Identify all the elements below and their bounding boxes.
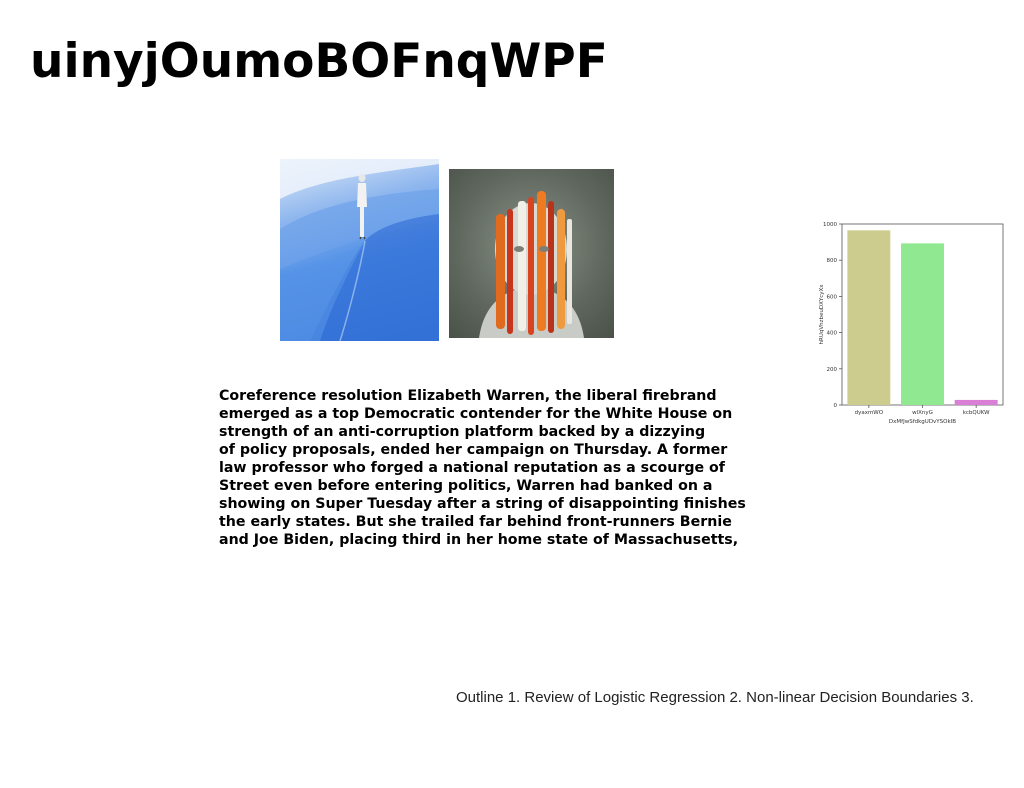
bar-wlXnyG [901, 243, 944, 405]
y-tick-label: 200 [827, 367, 838, 373]
footer-outline-text: Outline 1. Review of Logistic Regression… [456, 689, 974, 706]
bar-chart: 0 200 400 600 800 1000 dyaxmWO wlXnyG kcbQUKW DxM… [812, 216, 1012, 432]
body-line: the early states. But she trailed far be… [219, 514, 732, 530]
body-line: showing on Super Tuesday after a string … [219, 496, 746, 512]
body-line: of policy proposals, ended her campaign … [219, 442, 728, 458]
body-line: law professor who forged a national repu… [219, 460, 725, 476]
bar-kcbQUKW [954, 399, 998, 405]
x-tick-label: kcbQUKW [963, 410, 990, 416]
y-tick-label: 0 [834, 403, 838, 409]
y-tick-label: 600 [827, 294, 838, 300]
desert-figure-graphic [280, 159, 439, 341]
y-axis-label: hRUqVhzbeuDXYcyXx [819, 284, 825, 345]
bar-chart-svg: 0 200 400 600 800 1000 dyaxmWO wlXnyG kcbQUKW DxM… [819, 222, 1004, 425]
x-axis-label: DxMfJwSfdkgUDvYSOkIB [889, 419, 956, 425]
body-paragraph: Coreference resolution Elizabeth Warren,… [219, 387, 769, 549]
x-tick-label: wlXnyG [912, 410, 933, 416]
body-line: and Joe Biden, placing third in her home… [219, 532, 739, 548]
y-tick-label: 400 [827, 331, 838, 337]
body-line: emerged as a top Democratic contender fo… [219, 406, 733, 422]
desert-figure-photo [280, 159, 439, 341]
page-title: uinyjOumoBOFnqWPF [30, 34, 608, 89]
x-tick-label: dyaxmWO [855, 410, 884, 416]
bar-dyaxmWO [847, 230, 891, 405]
body-line: Coreference resolution Elizabeth Warren,… [219, 388, 717, 404]
body-line: strength of an anti-corruption platform … [219, 424, 706, 440]
striped-sculpture-photo [449, 169, 614, 338]
y-tick-label: 800 [827, 258, 838, 264]
body-line: Street even before entering politics, Wa… [219, 478, 713, 494]
sculpture-graphic [479, 191, 584, 338]
y-tick-label: 1000 [823, 222, 837, 228]
